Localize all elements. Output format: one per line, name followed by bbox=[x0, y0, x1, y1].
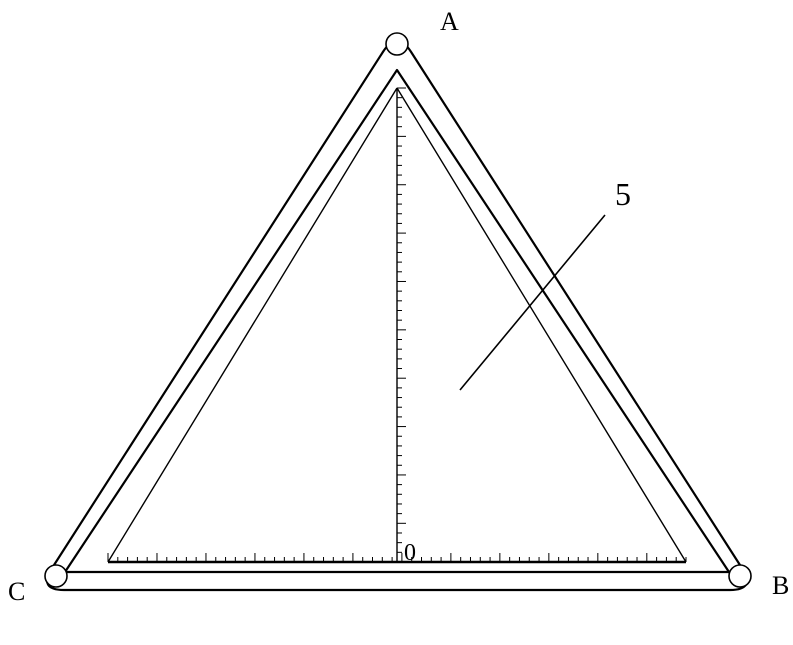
hole-right bbox=[729, 565, 751, 587]
label-callout-5: 5 bbox=[615, 176, 631, 212]
ruler-vertical-ticks bbox=[397, 88, 406, 562]
label-c: C bbox=[8, 577, 25, 606]
label-origin-0: 0 bbox=[404, 540, 416, 566]
label-a: A bbox=[440, 7, 459, 36]
hole-left bbox=[45, 565, 67, 587]
hole-top bbox=[386, 33, 408, 55]
label-b: B bbox=[772, 571, 789, 600]
interior-edge-left bbox=[108, 88, 397, 562]
interior-edge-right bbox=[397, 88, 686, 562]
